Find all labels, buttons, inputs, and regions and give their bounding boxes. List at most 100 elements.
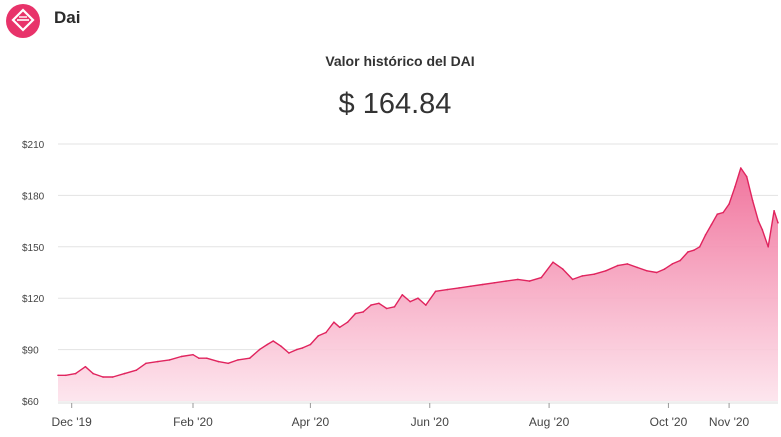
data-point <box>84 365 87 368</box>
current-value: $ 164.84 <box>338 88 452 120</box>
data-point <box>767 246 769 248</box>
data-point <box>112 376 114 378</box>
data-point <box>528 280 531 282</box>
y-tick-label: $90 <box>22 346 39 357</box>
data-point <box>751 199 754 202</box>
data-point <box>693 249 695 251</box>
data-point <box>687 251 689 253</box>
x-tick-label: Jun '20 <box>411 415 450 429</box>
data-point <box>470 285 472 288</box>
data-point <box>777 222 779 224</box>
data-point <box>663 268 666 270</box>
app-title: Dai <box>54 8 81 27</box>
data-point <box>517 278 519 281</box>
data-point <box>248 357 251 360</box>
data-point <box>280 345 282 348</box>
data-point <box>65 374 67 377</box>
data-point <box>761 228 764 231</box>
data-point <box>626 263 629 265</box>
data-point <box>180 355 183 358</box>
x-tick-label: Oct '20 <box>650 415 688 429</box>
data-point <box>710 223 713 226</box>
data-point <box>309 343 312 346</box>
data-point <box>716 213 719 215</box>
data-point <box>362 311 365 313</box>
data-point <box>704 234 707 236</box>
data-point <box>505 280 507 282</box>
data-point <box>679 259 681 262</box>
data-point <box>552 261 554 264</box>
data-point <box>446 288 449 291</box>
data-point <box>458 287 460 289</box>
data-point <box>417 297 419 300</box>
y-tick-label: $120 <box>22 294 45 305</box>
data-point <box>655 271 658 274</box>
data-point <box>745 175 748 178</box>
data-point <box>571 278 574 281</box>
data-point <box>722 211 724 214</box>
data-point <box>385 307 388 310</box>
x-tick-label: Aug '20 <box>529 415 570 429</box>
data-point <box>698 246 701 248</box>
data-point <box>74 372 77 375</box>
x-tick-label: Nov '20 <box>709 415 750 429</box>
data-point <box>346 321 349 324</box>
data-point <box>135 369 138 372</box>
data-point <box>434 290 437 293</box>
data-point <box>540 276 543 279</box>
data-point <box>401 294 404 296</box>
y-tick-label: $180 <box>22 191 45 202</box>
data-point <box>605 270 607 272</box>
data-point <box>266 343 269 346</box>
data-point <box>409 300 412 303</box>
chart-title: Valor histórico del DAI <box>325 53 475 69</box>
x-tick-label: Dec '19 <box>52 415 93 429</box>
data-point <box>102 376 104 378</box>
data-point <box>57 374 59 377</box>
data-point <box>493 282 496 284</box>
data-point <box>92 372 94 375</box>
data-point <box>317 335 320 337</box>
x-tick-label: Feb '20 <box>173 415 213 429</box>
data-point <box>258 348 261 351</box>
data-point <box>192 353 194 356</box>
data-point <box>562 268 564 270</box>
data-point <box>168 359 171 361</box>
data-point <box>740 167 742 169</box>
series-area <box>58 168 778 401</box>
dai-diamond-icon <box>11 8 35 32</box>
y-tick-label: $60 <box>22 397 39 408</box>
data-point <box>581 275 584 277</box>
data-point <box>325 331 327 334</box>
x-axis: Dec '19 Feb '20 Apr '20 Jun '20 Aug '20 Oct '… <box>52 402 778 429</box>
data-point <box>338 326 341 329</box>
data-point <box>593 273 595 276</box>
data-point <box>295 348 298 351</box>
data-point <box>370 304 372 306</box>
data-point <box>646 270 648 272</box>
data-point <box>378 302 380 305</box>
series-line <box>58 167 779 378</box>
data-point <box>272 340 275 342</box>
app-header: Dai <box>0 0 781 40</box>
data-point <box>333 321 335 324</box>
data-point <box>773 210 775 212</box>
data-point <box>288 352 290 354</box>
data-point <box>205 357 208 360</box>
data-point <box>123 372 126 375</box>
data-point <box>728 203 730 205</box>
data-point <box>636 266 638 269</box>
y-tick-label: $210 <box>22 140 45 151</box>
data-point <box>757 220 760 222</box>
data-point <box>671 263 674 265</box>
data-point <box>354 312 357 315</box>
series-layer <box>57 167 779 401</box>
data-point <box>157 360 159 363</box>
data-point <box>616 264 619 267</box>
data-point <box>301 347 304 349</box>
data-point <box>145 362 147 365</box>
dai-diamond-logo <box>6 4 40 38</box>
y-tick-label: $150 <box>22 243 45 254</box>
x-tick-label: Apr '20 <box>292 415 330 429</box>
